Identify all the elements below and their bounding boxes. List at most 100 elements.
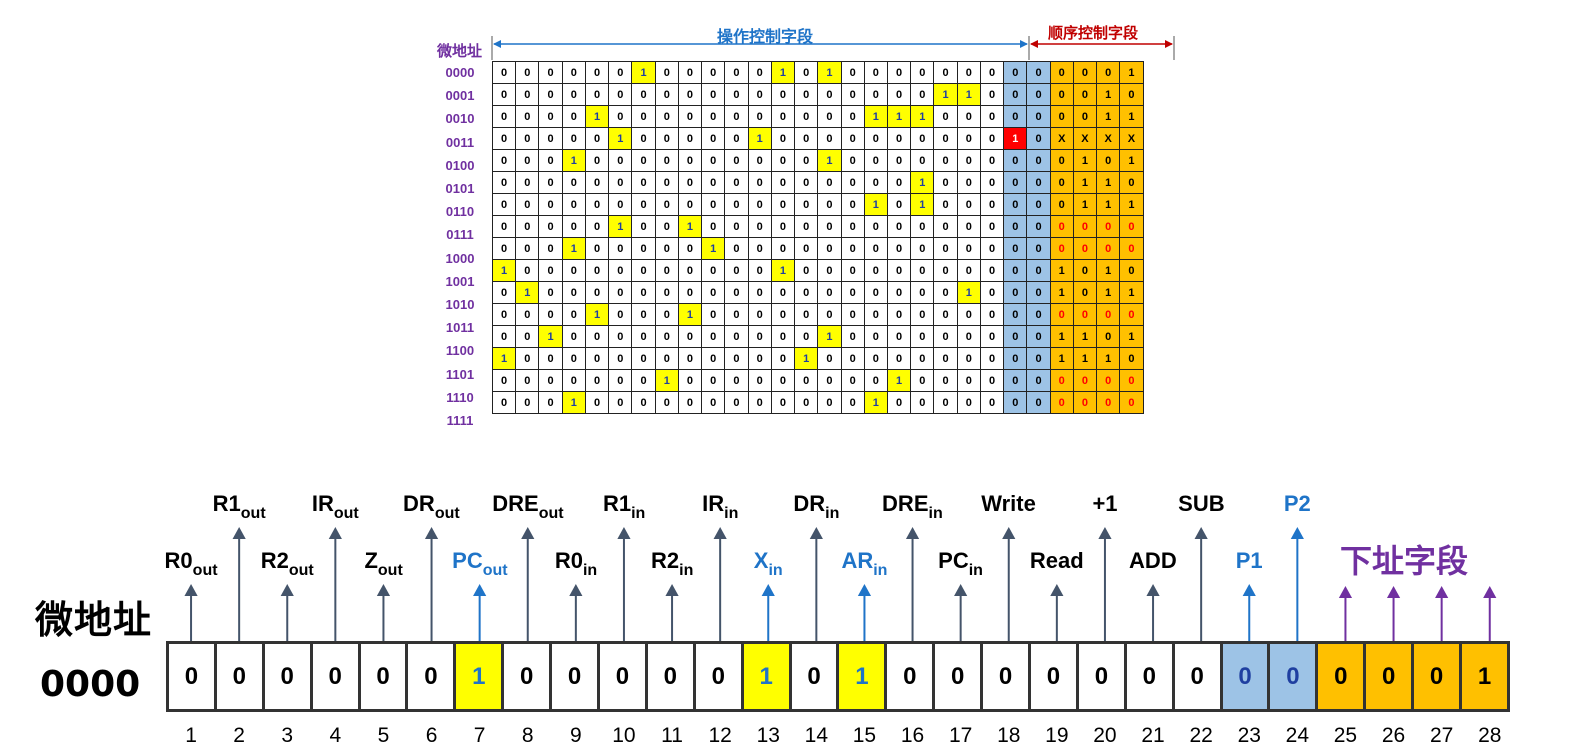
bit-cell: 1 xyxy=(1072,347,1098,370)
bit-number: 9 xyxy=(570,724,582,747)
signal-label: Write xyxy=(981,491,1036,517)
bit-cell: 1 xyxy=(956,83,981,106)
bit-cell: 1 xyxy=(561,391,586,414)
bit-number: 1 xyxy=(185,724,197,747)
bit-number: 26 xyxy=(1381,724,1406,747)
row-address: 1010 xyxy=(445,297,475,312)
word-bit-cell: 1 xyxy=(740,641,792,712)
bit-cell: 0 xyxy=(1003,105,1028,128)
bit-cell: 0 xyxy=(1119,83,1144,106)
signal-arrowhead xyxy=(617,527,631,539)
word-bit-cell: 0 xyxy=(261,641,313,712)
word-bit-cell: 0 xyxy=(501,641,553,712)
bit-cell: 0 xyxy=(1003,193,1028,216)
bit-number: 28 xyxy=(1478,724,1502,747)
signal-arrowhead xyxy=(954,584,968,596)
signal-name: AR xyxy=(841,548,874,573)
row-address: 0110 xyxy=(445,204,475,220)
row-address: 1111 xyxy=(446,413,474,428)
bit-cell: 0 xyxy=(1026,83,1051,106)
bit-cell: 0 xyxy=(1003,237,1028,260)
signal-name: Read xyxy=(1029,548,1084,573)
next-address-arrowhead xyxy=(1338,586,1353,598)
signal-arrowhead xyxy=(232,527,246,539)
bit-cell: 0 xyxy=(608,391,633,414)
signal-label: +1 xyxy=(1092,491,1117,517)
operation-field-label: 操作控制字段 xyxy=(717,29,814,46)
bit-cell: 1 xyxy=(1049,281,1074,304)
signal-name: X xyxy=(753,548,769,573)
bit-cell: 0 xyxy=(1026,325,1051,348)
signal-arrowhead xyxy=(1002,527,1016,539)
word-bit-cell: 1 xyxy=(836,641,888,712)
signal-name: DRE xyxy=(882,491,929,516)
signal-name: DR xyxy=(793,491,826,516)
signal-subscript: out xyxy=(192,562,218,579)
signal-subscript: out xyxy=(482,562,508,579)
bit-number: 8 xyxy=(521,724,534,747)
bit-cell: 0 xyxy=(1026,127,1051,150)
signal-name: DRE xyxy=(492,491,539,516)
signal-subscript: out xyxy=(377,562,403,579)
signal-arrowhead xyxy=(569,584,583,596)
bit-cell: 0 xyxy=(1049,215,1074,238)
row-address: 0111 xyxy=(446,227,474,243)
bit-cell: 0 xyxy=(1003,281,1028,304)
bit-cell: 0 xyxy=(1026,61,1051,84)
signal-label: Read xyxy=(1030,548,1084,574)
bit-number: 12 xyxy=(708,724,732,747)
signal-label: SUB xyxy=(1178,491,1224,517)
word-bit-cell: 0 xyxy=(166,641,217,712)
row-address: 0101 xyxy=(445,181,475,196)
bit-cell: 1 xyxy=(1072,325,1098,348)
word-bit-cell: 0 xyxy=(1123,641,1175,712)
signal-arrowhead xyxy=(665,584,679,596)
signal-name: P1 xyxy=(1235,548,1263,573)
signal-arrowhead xyxy=(1242,584,1256,596)
signal-label: IRin xyxy=(702,491,738,523)
signal-arrowhead xyxy=(328,527,342,539)
row-address: 1100 xyxy=(445,343,475,359)
bit-cell: 0 xyxy=(1072,237,1098,260)
bit-cell: 0 xyxy=(1026,237,1051,260)
bit-cell: 1 xyxy=(584,105,610,128)
signal-subscript: in xyxy=(631,505,646,522)
word-bit-cell: 0 xyxy=(1219,641,1271,712)
signal-name: +1 xyxy=(1092,491,1118,516)
word-bit-cell: 0 xyxy=(1075,641,1127,712)
signal-label: R1out xyxy=(213,491,266,523)
word-bit-cell: 1 xyxy=(453,641,505,712)
bit-number: 17 xyxy=(948,724,973,747)
signal-label: R2out xyxy=(261,548,314,580)
signal-arrowhead xyxy=(809,527,823,539)
next-address-field-label: 下址字段 xyxy=(1340,542,1469,580)
bit-cell: 0 xyxy=(584,391,610,414)
signal-name: PC xyxy=(938,548,969,573)
op-field-arrow-right xyxy=(1020,40,1028,48)
bit-cell: 0 xyxy=(1072,61,1098,84)
bit-cell: 1 xyxy=(584,303,610,326)
signal-name: IR xyxy=(702,491,725,516)
bit-number: 24 xyxy=(1285,724,1310,747)
bit-cell: 0 xyxy=(1096,391,1121,414)
bit-cell: 1 xyxy=(1119,325,1144,348)
bit-number: 6 xyxy=(425,724,438,747)
signal-label: Xin xyxy=(754,548,783,580)
signal-label: R2in xyxy=(651,548,693,580)
word-bit-cell: 0 xyxy=(1267,641,1319,712)
word-bit-cell: 0 xyxy=(405,641,457,712)
bit-number: 19 xyxy=(1045,724,1069,747)
row-address: 1001 xyxy=(445,273,475,289)
bit-cell: 1 xyxy=(886,105,912,128)
signal-name: R1 xyxy=(602,491,632,516)
signal-label: ARin xyxy=(841,548,887,580)
bit-cell: 1 xyxy=(747,127,772,150)
signal-arrowhead xyxy=(1050,584,1064,596)
